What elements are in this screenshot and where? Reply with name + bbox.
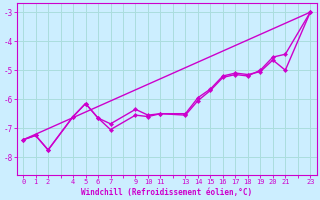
X-axis label: Windchill (Refroidissement éolien,°C): Windchill (Refroidissement éolien,°C) [81, 188, 252, 197]
